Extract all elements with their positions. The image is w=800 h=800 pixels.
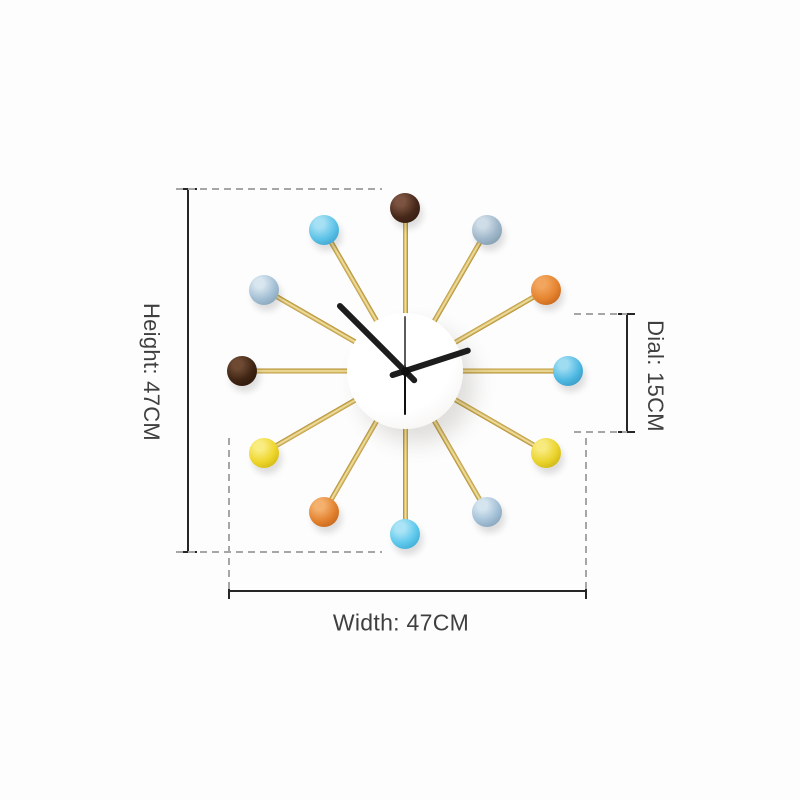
width-dimension-label: Width: 47CM [332, 609, 470, 636]
clock-ball-3 [553, 356, 583, 386]
clock-ball-2 [531, 274, 562, 305]
dial-top-extension-line [574, 313, 627, 315]
clock-ball-9 [227, 356, 257, 386]
clock-ball-1 [471, 214, 502, 245]
clock-center-cap [400, 366, 410, 376]
width-dimension-line [228, 590, 587, 592]
dial-dimension-line [626, 314, 628, 433]
dial-dimension-label: Dial: 15CM [643, 320, 668, 432]
dial-bottom-extension-line [574, 431, 627, 433]
clock-ball-8 [248, 437, 279, 468]
clock-ball-6 [390, 519, 420, 549]
clock-ball-11 [308, 214, 339, 245]
clock-ball-5 [471, 497, 502, 528]
clock-spoke-12 [402, 208, 408, 371]
height-top-extension-line [176, 188, 382, 190]
clock-ball-12 [390, 193, 420, 223]
width-right-extension-line [585, 438, 587, 592]
height-bottom-extension-line [176, 551, 382, 553]
second-hand [404, 316, 406, 415]
clock-ball-10 [248, 274, 279, 305]
height-dimension-line [187, 189, 189, 552]
width-left-extension-line [228, 438, 230, 592]
clock-ball-4 [531, 437, 562, 468]
clock-ball-7 [308, 497, 339, 528]
height-dimension-label: Height: 47CM [139, 302, 164, 442]
